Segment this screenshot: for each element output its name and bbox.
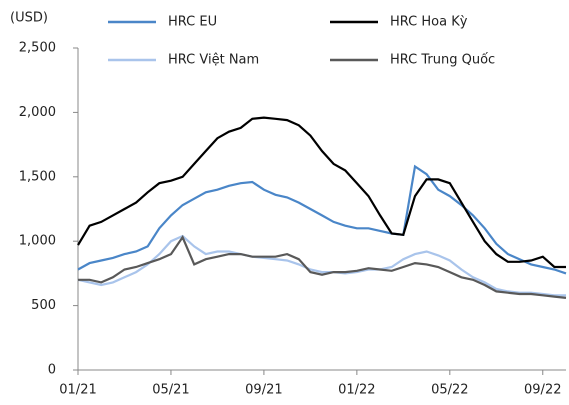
x-tick-label: 09/22 [524, 383, 561, 398]
y-unit: (USD) [10, 11, 48, 26]
legend-label: HRC EU [168, 15, 217, 30]
legend-label: HRC Hoa Kỳ [390, 15, 468, 30]
y-tick-label: 2,500 [19, 41, 56, 56]
x-tick-label: 05/22 [431, 383, 468, 398]
y-tick-label: 2,000 [19, 105, 56, 120]
legend-label: HRC Trung Quốc [390, 53, 495, 68]
x-tick-label: 05/21 [152, 383, 189, 398]
y-tick-label: 500 [31, 298, 56, 313]
y-tick-label: 1,500 [19, 169, 56, 184]
series-line [77, 164, 567, 275]
x-tick-label: 09/21 [245, 383, 282, 398]
y-tick-label: 0 [48, 363, 56, 378]
series-line [77, 116, 566, 269]
x-tick-label: 01/22 [338, 383, 375, 398]
legend-label: HRC Việt Nam [168, 53, 259, 68]
series-line [78, 235, 567, 299]
y-tick-label: 1,000 [19, 234, 56, 249]
series-line [77, 234, 566, 297]
x-tick-label: 01/21 [59, 383, 96, 398]
